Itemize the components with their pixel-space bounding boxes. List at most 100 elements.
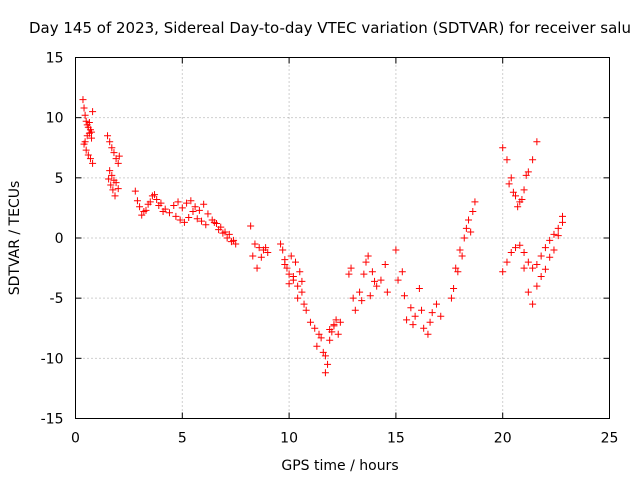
y-axis-label: SDTVAR / TECUs	[7, 181, 23, 296]
data-point	[467, 228, 475, 236]
data-point	[366, 292, 374, 300]
data-point	[321, 352, 329, 360]
x-axis-label: GPS time / hours	[281, 458, 398, 474]
data-point	[450, 285, 458, 293]
data-point	[360, 270, 368, 278]
data-point	[533, 138, 541, 146]
data-point	[292, 258, 300, 266]
data-point	[541, 244, 549, 252]
x-tick-label: 10	[280, 431, 298, 447]
data-point	[324, 360, 332, 368]
data-point	[138, 211, 146, 219]
data-point	[296, 268, 304, 276]
data-point	[503, 156, 511, 164]
data-point	[281, 260, 289, 268]
data-point	[114, 159, 122, 167]
data-point	[428, 309, 436, 317]
data-point	[298, 288, 306, 296]
data-point	[512, 244, 520, 252]
data-point	[368, 268, 376, 276]
data-point	[81, 138, 89, 146]
y-tick-label: 0	[55, 231, 64, 247]
data-point	[398, 268, 406, 276]
data-point	[520, 248, 528, 256]
data-point	[227, 238, 235, 246]
data-point	[178, 204, 186, 212]
data-point	[559, 218, 567, 226]
data-point	[332, 316, 340, 324]
data-point	[458, 252, 466, 260]
plot-frame	[75, 57, 610, 419]
x-tick-label: 25	[601, 431, 619, 447]
data-point	[215, 226, 223, 234]
data-point	[409, 321, 417, 329]
data-point	[509, 188, 517, 196]
data-point	[110, 149, 118, 157]
data-point	[112, 179, 120, 187]
data-point	[317, 334, 325, 342]
data-point	[232, 240, 240, 248]
data-point	[84, 151, 92, 159]
data-point	[115, 152, 123, 160]
data-point	[176, 216, 184, 224]
data-point	[559, 212, 567, 220]
data-point	[447, 294, 455, 302]
data-point	[104, 132, 112, 140]
data-point	[383, 288, 391, 296]
data-point	[432, 300, 440, 308]
data-point	[381, 260, 389, 268]
data-point	[223, 234, 231, 242]
data-point	[351, 306, 359, 314]
data-point	[88, 134, 96, 142]
data-point	[546, 236, 554, 244]
data-point	[550, 246, 558, 254]
y-tick-label: -15	[41, 412, 64, 428]
data-point	[507, 174, 515, 182]
data-point	[518, 195, 526, 203]
y-tick-labels: -15 -10 -5 0 5 10 15	[41, 51, 64, 428]
data-point	[225, 230, 233, 238]
data-point	[300, 300, 308, 308]
data-point	[306, 318, 314, 326]
data-point	[529, 264, 537, 272]
data-point	[289, 273, 297, 281]
x-tick-label: 5	[178, 431, 187, 447]
data-point	[81, 111, 89, 119]
data-point	[345, 270, 353, 278]
data-point	[86, 155, 94, 163]
data-point	[193, 215, 201, 223]
data-point	[155, 202, 163, 210]
data-point	[247, 222, 255, 230]
data-point	[336, 318, 344, 326]
data-point	[529, 300, 537, 308]
data-point	[105, 175, 113, 183]
data-point	[253, 264, 261, 272]
data-point	[133, 197, 141, 205]
data-point	[82, 146, 90, 154]
data-point	[313, 342, 321, 350]
data-point	[277, 240, 285, 248]
data-point	[349, 294, 357, 302]
data-point	[550, 230, 558, 238]
data-point	[85, 129, 93, 137]
data-point	[165, 209, 173, 217]
data-point	[142, 206, 150, 214]
data-point	[302, 306, 310, 314]
data-point	[219, 229, 227, 237]
data-point	[210, 218, 218, 226]
data-point	[183, 199, 191, 207]
data-point	[255, 244, 263, 252]
data-point	[319, 348, 327, 356]
data-point	[522, 171, 530, 179]
data-point	[507, 248, 515, 256]
data-point	[146, 198, 154, 206]
data-point	[114, 185, 122, 193]
data-point	[251, 240, 259, 248]
data-point	[426, 318, 434, 326]
data-point	[437, 312, 445, 320]
data-point	[424, 330, 432, 338]
data-point	[249, 252, 257, 260]
data-point	[334, 330, 342, 338]
data-point	[377, 276, 385, 284]
x-tick-label: 15	[387, 431, 405, 447]
